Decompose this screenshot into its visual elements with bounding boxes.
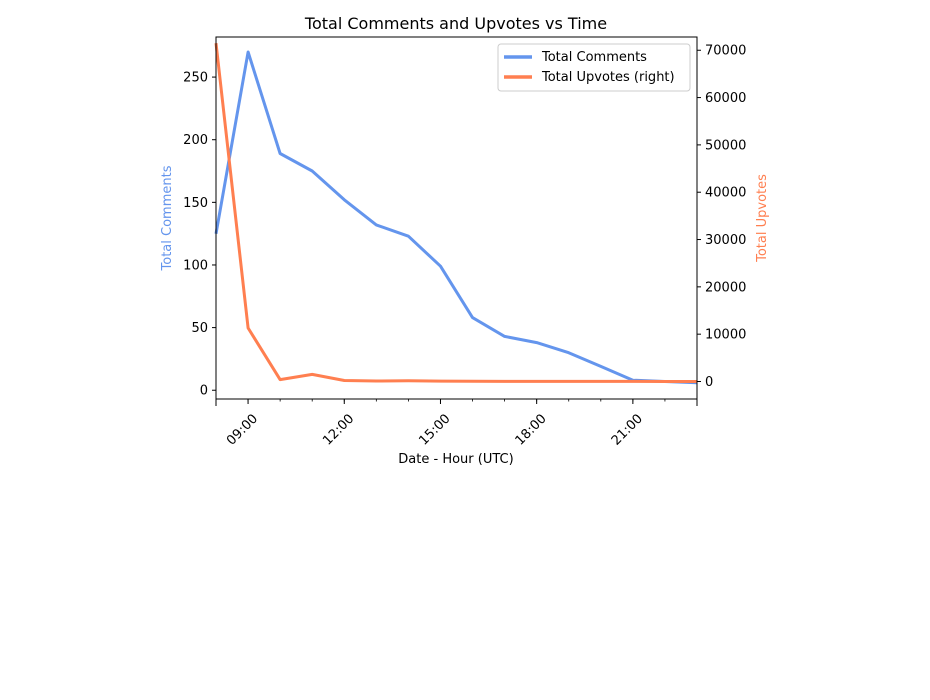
series-line-comments bbox=[214, 50, 698, 385]
right-tick-label: 10000 bbox=[705, 328, 746, 343]
right-tick-label: 60000 bbox=[705, 91, 746, 106]
right-tick-label: 30000 bbox=[705, 233, 746, 248]
right-axis-label: Total Upvotes bbox=[755, 174, 770, 263]
x-tick-label: 15:00 bbox=[416, 411, 453, 448]
right-tick-label: 20000 bbox=[705, 280, 746, 295]
left-tick-label: 200 bbox=[183, 133, 208, 148]
legend: Total Comments Total Upvotes (right) bbox=[497, 43, 691, 92]
legend-label-comments: Total Comments bbox=[541, 50, 647, 65]
right-tick-label: 50000 bbox=[705, 138, 746, 153]
plot-lines bbox=[214, 43, 698, 385]
legend-label-upvotes: Total Upvotes (right) bbox=[541, 70, 675, 85]
series-line-upvotes bbox=[214, 43, 697, 383]
right-tick-label: 0 bbox=[705, 375, 713, 390]
left-tick-label: 50 bbox=[191, 321, 208, 336]
x-axis-label: Date - Hour (UTC) bbox=[398, 452, 513, 467]
right-tick-label: 40000 bbox=[705, 186, 746, 201]
left-axis-label: Total Comments bbox=[160, 165, 175, 271]
left-tick-label: 0 bbox=[200, 384, 208, 399]
left-tick-label: 250 bbox=[183, 71, 208, 86]
x-tick-label: 18:00 bbox=[513, 411, 550, 448]
x-axis: 09:00 12:00 15:00 18:00 21:00 bbox=[215, 399, 698, 449]
x-tick-label: 21:00 bbox=[609, 411, 646, 448]
right-axis: 0 10000 20000 30000 40000 50000 60000 70000 bbox=[697, 44, 746, 390]
right-tick-label: 70000 bbox=[705, 44, 746, 59]
chart-title: Total Comments and Upvotes vs Time bbox=[304, 14, 607, 33]
left-axis: 0 50 100 150 200 250 bbox=[183, 71, 216, 399]
legend-box bbox=[497, 43, 691, 92]
x-tick-label: 09:00 bbox=[224, 411, 261, 448]
left-tick-label: 100 bbox=[183, 258, 208, 273]
plot-frame bbox=[215, 36, 698, 400]
left-tick-label: 150 bbox=[183, 196, 208, 211]
x-tick-label: 12:00 bbox=[320, 411, 357, 448]
